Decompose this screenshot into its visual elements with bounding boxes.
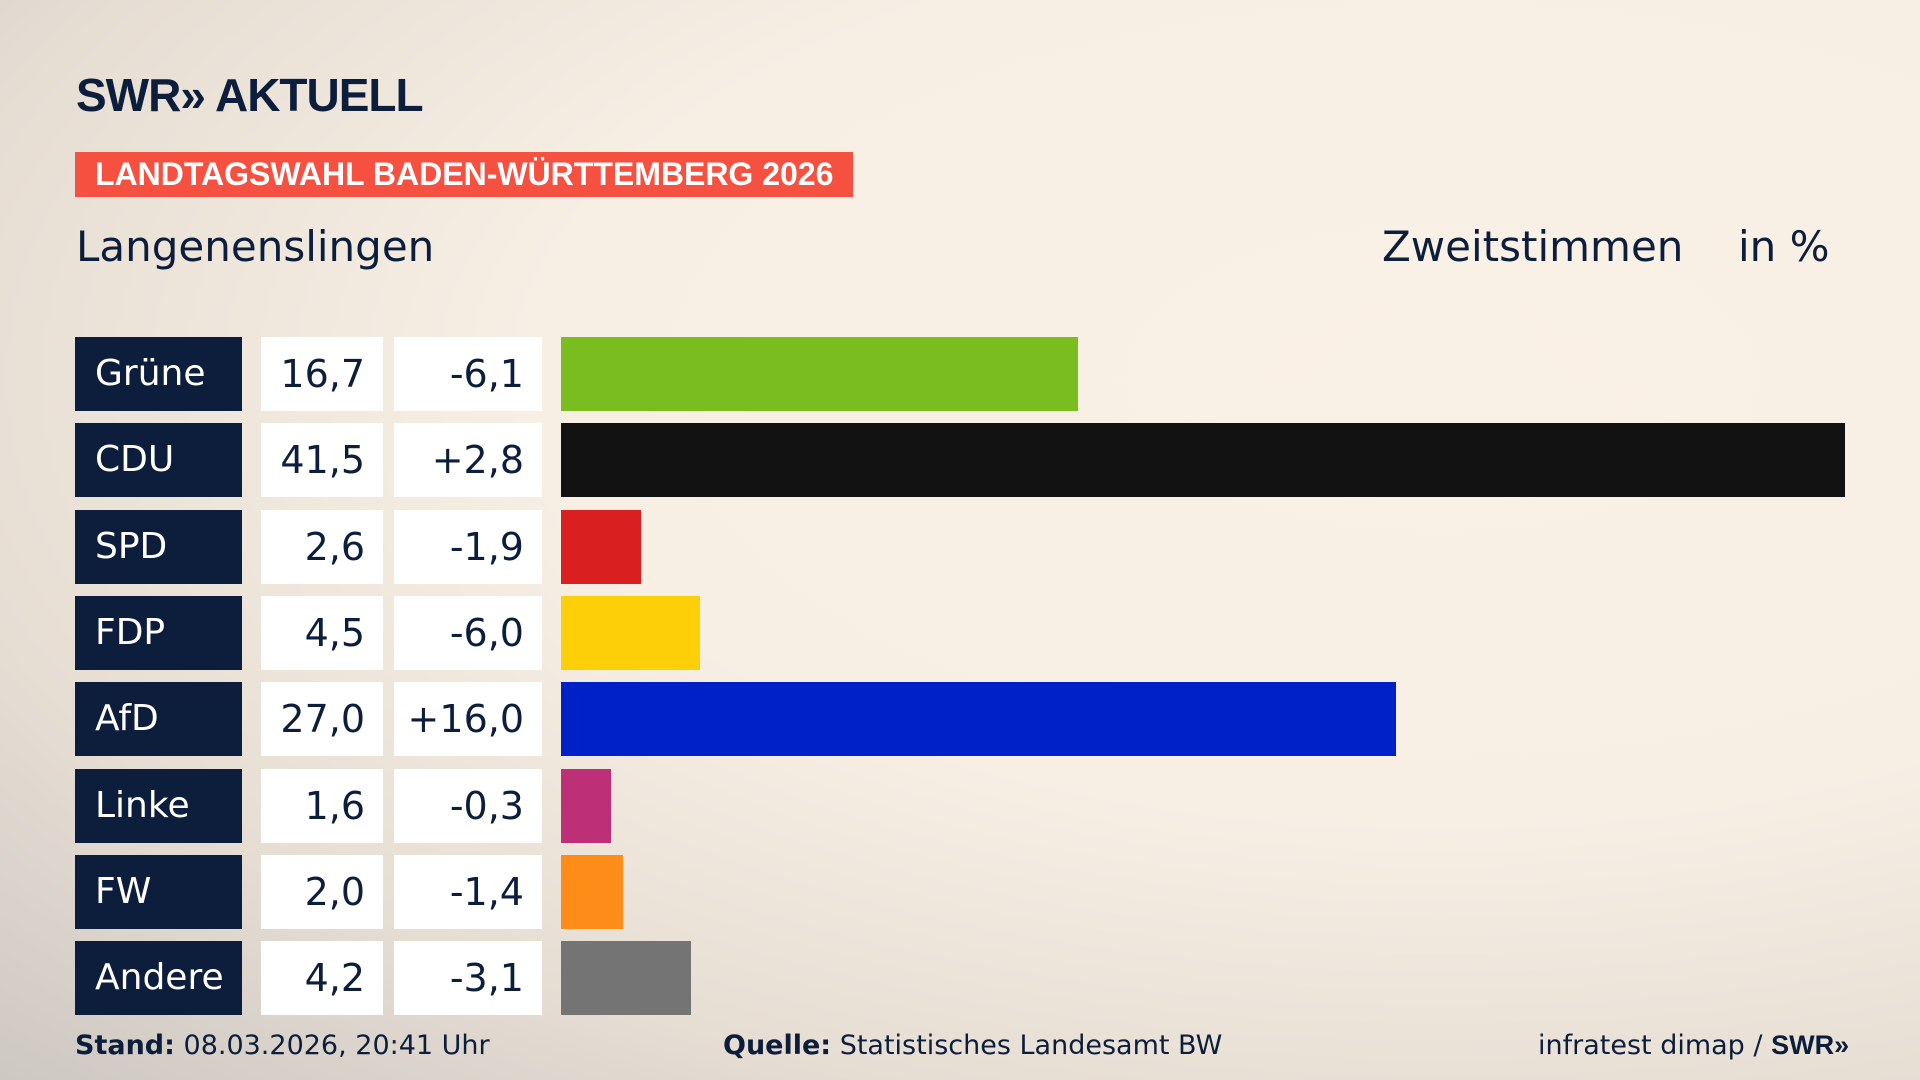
vote-share: 4,2 (261, 941, 383, 1016)
party-label: SPD (75, 509, 242, 584)
bar (561, 337, 1078, 411)
source: Quelle: Statistisches Landesamt BW (723, 1030, 1222, 1061)
vote-share: 2,0 (261, 854, 383, 929)
bar (561, 854, 623, 929)
election-banner: LANDTAGSWAHL BADEN-WÜRTTEMBERG 2026 (75, 152, 854, 197)
vote-share: 4,5 (261, 595, 383, 670)
party-row: FDP 4,5 -6,0 (75, 595, 1875, 670)
swr-logo: SWR» (1771, 1030, 1850, 1060)
stand-label: Stand: (75, 1030, 175, 1061)
credit-text: infratest dimap / (1538, 1030, 1772, 1061)
timestamp: Stand: 08.03.2026, 20:41 Uhr (75, 1030, 490, 1061)
vote-change: +2,8 (394, 423, 542, 498)
vote-share: 27,0 (261, 682, 383, 757)
party-row: AfD 27,0 +16,0 (75, 682, 1875, 757)
source-label: Quelle: (723, 1030, 832, 1061)
vote-share: 41,5 (261, 423, 383, 498)
source-value: Statistisches Landesamt BW (839, 1030, 1223, 1061)
swr-aktuell-logo: SWR» AKTUELL (76, 69, 424, 121)
bar (561, 595, 701, 670)
party-row: SPD 2,6 -1,9 (75, 509, 1875, 584)
vote-change: -3,1 (394, 941, 542, 1016)
party-label: FDP (75, 595, 242, 670)
location-title: Langenenslingen (76, 222, 435, 271)
vote-share: 2,6 (261, 509, 383, 584)
bar (561, 941, 691, 1016)
bar (561, 423, 1845, 498)
party-row: Grüne 16,7 -6,1 (75, 337, 1875, 411)
party-row: CDU 41,5 +2,8 (75, 423, 1875, 498)
measure-label: Zweitstimmen (1382, 222, 1684, 271)
party-row: Linke 1,6 -0,3 (75, 768, 1875, 843)
vote-share: 1,6 (261, 768, 383, 843)
party-row: Andere 4,2 -3,1 (75, 941, 1875, 1016)
vote-change: -0,3 (394, 768, 542, 843)
vote-change: -6,0 (394, 595, 542, 670)
bar (561, 682, 1397, 757)
party-label: Grüne (75, 337, 242, 411)
vote-change: -1,4 (394, 854, 542, 929)
vote-change: -1,9 (394, 509, 542, 584)
stand-value: 08.03.2026, 20:41 Uhr (183, 1030, 490, 1061)
party-label: AfD (75, 682, 242, 757)
credit: infratest dimap / SWR» (1538, 1030, 1849, 1061)
party-label: CDU (75, 423, 242, 498)
bar (561, 509, 642, 584)
party-label: Linke (75, 768, 242, 843)
vote-share: 16,7 (261, 337, 383, 411)
party-label: FW (75, 854, 242, 929)
vote-change: -6,1 (394, 337, 542, 411)
party-row: FW 2,0 -1,4 (75, 854, 1875, 929)
party-label: Andere (75, 941, 242, 1016)
bar (561, 768, 611, 843)
vote-change: +16,0 (394, 682, 542, 757)
unit-label: in % (1738, 222, 1830, 271)
